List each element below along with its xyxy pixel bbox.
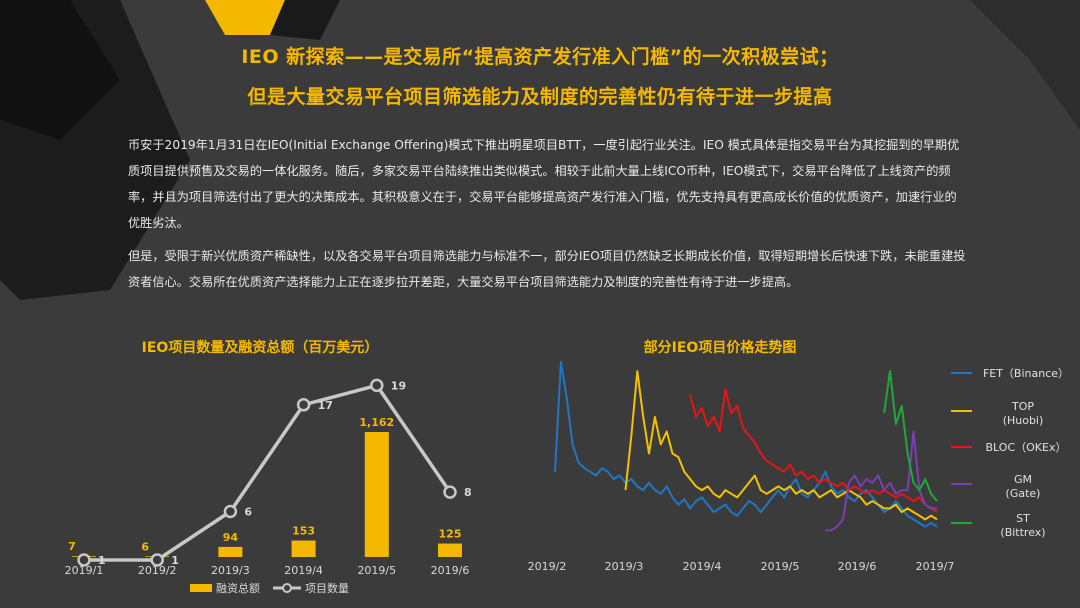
legend-label-bar: 融资总额 xyxy=(216,581,260,595)
bar-2019/6 xyxy=(438,543,462,557)
line-value-label: 1 xyxy=(98,554,106,567)
bar-2019/5 xyxy=(364,432,389,557)
project-count-point xyxy=(370,378,384,393)
legend-label: TOP xyxy=(1011,400,1034,413)
bar-value-label: 153 xyxy=(292,525,315,538)
line-value-label: 17 xyxy=(318,399,333,412)
legend-label: (Bittrex) xyxy=(1000,526,1045,539)
project-count-point xyxy=(296,398,311,412)
project-count-point xyxy=(443,485,457,499)
project-count-line xyxy=(84,383,452,562)
page-title-line1: IEO 新探索——是交易所“提高资产发行准入门槛”的一次积极尝试； xyxy=(241,46,839,68)
line-value-label: 8 xyxy=(464,486,472,499)
legend-label: (Gate) xyxy=(1006,487,1041,500)
x-tick-label: 2019/3 xyxy=(211,564,250,577)
legend-label: BLOC（OKEx） xyxy=(986,441,1067,454)
x-tick-label: 2019/4 xyxy=(683,560,722,573)
series-line-2 xyxy=(689,388,938,513)
project-count-point xyxy=(223,504,238,519)
legend-swatch-line-point xyxy=(282,583,292,593)
line-value-label: 19 xyxy=(391,379,406,392)
x-tick-label: 2019/7 xyxy=(916,560,955,573)
series-line-3 xyxy=(825,430,937,532)
legend-label: FET（Binance） xyxy=(983,367,1069,380)
legend-label: ST xyxy=(1016,512,1030,525)
x-tick-label: 2019/5 xyxy=(761,560,800,573)
x-tick-label: 2019/1 xyxy=(65,564,104,577)
chart-title-price-trend: 部分IEO项目价格走势图 xyxy=(643,340,797,356)
bar-value-label: 7 xyxy=(68,540,76,553)
x-tick-label: 2019/2 xyxy=(138,564,177,577)
yellow-shape xyxy=(205,0,285,35)
series-line-0 xyxy=(554,361,938,528)
x-tick-label: 2019/6 xyxy=(838,560,877,573)
dark-shape-corner xyxy=(0,0,120,140)
x-tick-label: 2019/5 xyxy=(357,564,396,577)
body-paragraph-1: 币安于2019年1月31日在IEO(Initial Exchange Offer… xyxy=(128,138,960,230)
x-tick-label: 2019/4 xyxy=(284,564,323,577)
bar-2019/4 xyxy=(291,540,316,557)
series-line-1 xyxy=(624,370,938,521)
x-tick-label: 2019/2 xyxy=(528,560,567,573)
line-value-label: 6 xyxy=(244,506,252,519)
body-paragraph-2: 但是，受限于新兴优质资产稀缺性，以及各交易平台项目筛选能力与标准不一，部分IEO… xyxy=(128,249,966,289)
legend-label: GM xyxy=(1014,473,1032,486)
project-count-point xyxy=(77,553,91,567)
chart-title-ieo-count: IEO项目数量及融资总额（百万美元） xyxy=(141,340,379,356)
page-title-line2: 但是大量交易平台项目筛选能力及制度的完善性仍有待于进一步提高 xyxy=(247,86,833,108)
line-value-label: 1 xyxy=(171,554,179,567)
legend-label: (Huobi) xyxy=(1003,414,1044,427)
bar-2019/3 xyxy=(218,546,243,557)
bar-value-label: 125 xyxy=(439,528,462,541)
project-count-point xyxy=(150,553,164,567)
dark-shape-top xyxy=(270,0,340,40)
x-tick-label: 2019/6 xyxy=(431,564,470,577)
dark-shape-right xyxy=(970,0,1080,130)
bar-value-label: 6 xyxy=(141,540,149,553)
legend-label-line: 项目数量 xyxy=(305,582,349,595)
series-line-4 xyxy=(883,370,938,502)
legend-swatch-bar xyxy=(190,584,212,592)
x-tick-label: 2019/3 xyxy=(605,560,644,573)
bar-value-label: 1,162 xyxy=(359,416,394,429)
bar-value-label: 94 xyxy=(223,531,239,544)
